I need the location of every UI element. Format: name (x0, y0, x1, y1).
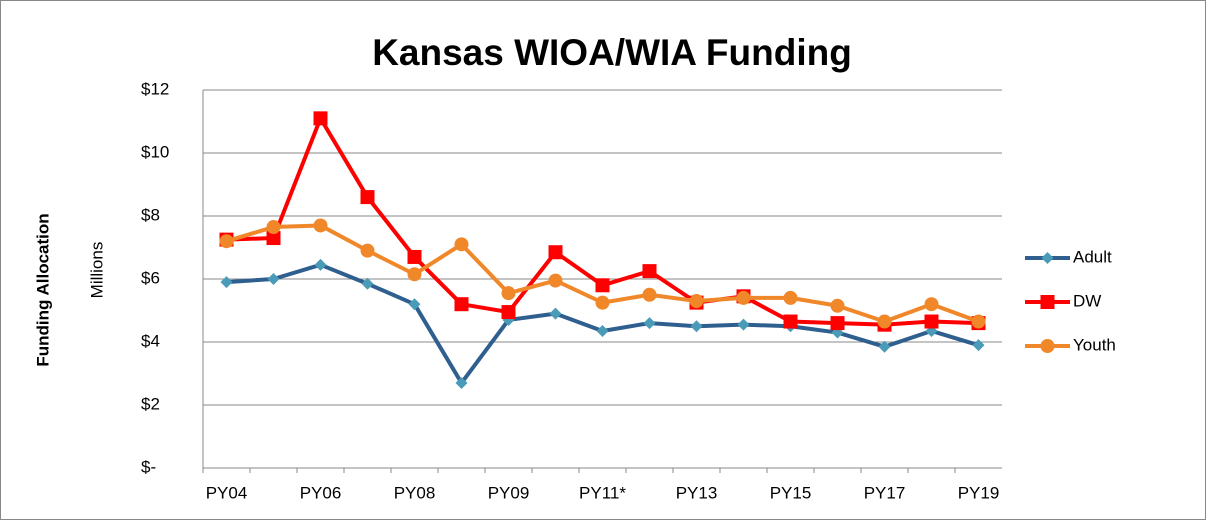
marker (972, 339, 985, 352)
marker (548, 273, 563, 288)
marker (924, 314, 939, 329)
marker (971, 314, 986, 329)
marker (501, 305, 516, 320)
marker (642, 264, 657, 279)
marker (783, 314, 798, 329)
marker (501, 286, 516, 301)
marker (878, 340, 891, 353)
marker (314, 258, 327, 271)
x-tick-label: PY04 (206, 483, 248, 502)
marker (266, 220, 281, 235)
marker (454, 297, 469, 312)
y-tick-label: $8 (141, 205, 160, 224)
marker (454, 237, 469, 252)
marker (690, 320, 703, 333)
legend-label: DW (1073, 291, 1101, 310)
marker (219, 234, 234, 249)
x-tick-label: PY17 (864, 483, 906, 502)
marker (361, 277, 374, 290)
marker (1040, 295, 1055, 309)
chart-title: Kansas WIOA/WIA Funding (372, 32, 852, 73)
marker (408, 298, 421, 311)
x-tick-label: PY11* (579, 483, 626, 502)
marker (595, 295, 610, 310)
legend-label: Youth (1073, 335, 1116, 354)
marker (220, 276, 233, 289)
y-axis-label: Funding Allocation (33, 213, 52, 366)
marker (736, 290, 751, 305)
marker (924, 297, 939, 312)
marker (643, 317, 656, 330)
marker (549, 307, 562, 320)
y-tick-label: $6 (141, 268, 160, 287)
marker (737, 318, 750, 331)
marker (1041, 252, 1054, 264)
marker (783, 290, 798, 305)
marker (689, 294, 704, 309)
marker (455, 376, 468, 389)
marker (266, 231, 281, 246)
marker (830, 316, 845, 331)
marker (360, 243, 375, 258)
marker (596, 324, 609, 337)
marker (407, 249, 422, 264)
x-tick-label: PY09 (488, 483, 530, 502)
marker (267, 273, 280, 285)
legend-label: Adult (1073, 247, 1112, 266)
y-tick-label: $10 (141, 142, 169, 161)
y-tick-label: $4 (141, 331, 160, 350)
marker (360, 190, 375, 205)
x-tick-label: PY06 (300, 483, 342, 502)
x-tick-label: PY13 (676, 483, 718, 502)
marker (548, 245, 563, 260)
y-tick-label: $2 (141, 394, 160, 413)
marker (407, 267, 422, 282)
marker (877, 314, 892, 329)
marker (313, 111, 328, 126)
y-unit-label: Millions (87, 242, 106, 299)
x-tick-label: PY15 (770, 483, 812, 502)
x-tick-label: PY19 (958, 483, 1000, 502)
marker (313, 218, 328, 233)
marker (830, 298, 845, 313)
y-tick-label: $12 (141, 79, 169, 98)
marker (1040, 339, 1055, 353)
y-tick-label: $- (141, 457, 156, 476)
marker (595, 278, 610, 293)
x-tick-label: PY08 (394, 483, 436, 502)
marker (642, 287, 657, 302)
